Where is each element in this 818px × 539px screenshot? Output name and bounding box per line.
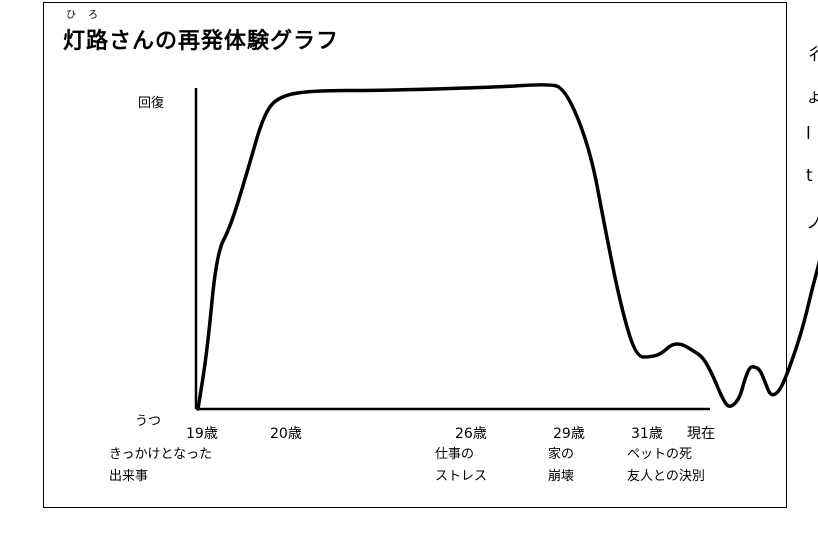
side-text-fragment: l	[806, 124, 811, 144]
x-tick-label: 29歳	[553, 426, 585, 442]
side-text-fragment: t	[806, 166, 813, 186]
side-text-fragment: ノ	[806, 213, 818, 233]
x-tick-label: 26歳	[455, 426, 487, 442]
side-text-fragment: ょ	[806, 87, 818, 107]
series-line	[196, 83, 818, 411]
event-label: 家の 崩壊	[548, 447, 575, 484]
event-label: 仕事の ストレス	[435, 447, 488, 484]
event-label: きっかけとなった 出来事	[109, 447, 213, 484]
chart-frame	[43, 2, 787, 508]
event-label: ペットの死 友人との決別	[627, 447, 705, 484]
y-label-top: 回復	[138, 96, 165, 111]
x-tick-label: 20歳	[270, 426, 302, 442]
x-tick-label: 現在	[687, 426, 715, 442]
x-tick-label: 19歳	[186, 426, 218, 442]
x-tick-label: 31歳	[631, 426, 663, 442]
chart-title: 灯路さんの再発体験グラフ	[63, 29, 340, 54]
side-text-fragment: 彳	[806, 45, 818, 65]
y-label-bottom: うつ	[135, 414, 162, 429]
title-ruby: ひろ	[66, 10, 110, 21]
